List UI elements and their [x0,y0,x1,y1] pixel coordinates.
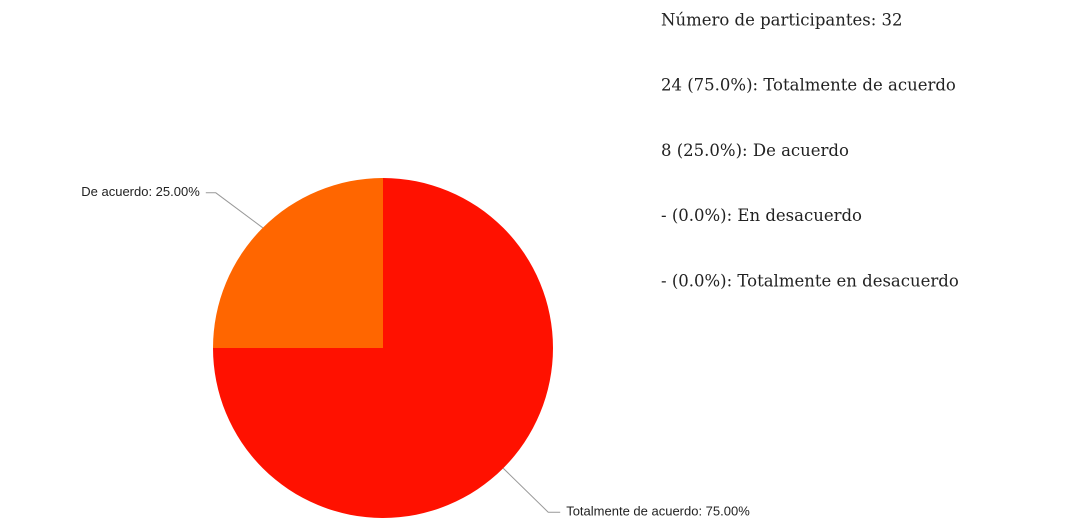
pie-slice [213,178,383,348]
leader-line [205,192,264,229]
summary-item: 24 (75.0%): Totalmente de acuerdo [661,76,956,95]
summary-item: 8 (25.0%): De acuerdo [661,141,849,160]
slice-label: Totalmente de acuerdo: 75.00% [566,504,750,519]
slice-label: De acuerdo: 25.00% [81,184,200,199]
leader-line [502,467,561,513]
summary-item: - (0.0%): En desacuerdo [661,206,862,225]
participants: Número de participantes: 32 [661,11,903,30]
summary-item: - (0.0%): Totalmente en desacuerdo [661,271,959,290]
